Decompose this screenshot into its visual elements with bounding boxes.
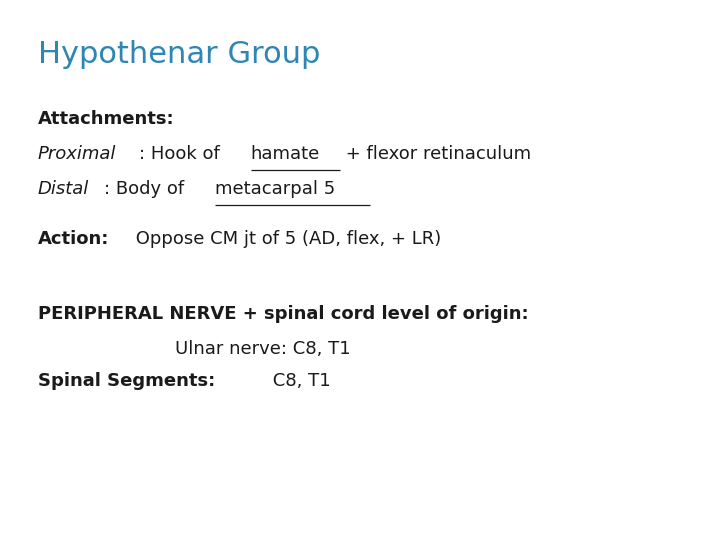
Text: Distal: Distal bbox=[38, 180, 89, 198]
Text: Oppose CM jt of 5 (AD, flex, + LR): Oppose CM jt of 5 (AD, flex, + LR) bbox=[130, 230, 441, 248]
Text: : Body of: : Body of bbox=[104, 180, 190, 198]
Text: + flexor retinaculum: + flexor retinaculum bbox=[340, 145, 531, 163]
Text: Hypothenar Group: Hypothenar Group bbox=[38, 40, 320, 69]
Text: Action:: Action: bbox=[38, 230, 109, 248]
Text: PERIPHERAL NERVE + spinal cord level of origin:: PERIPHERAL NERVE + spinal cord level of … bbox=[38, 305, 528, 323]
Text: Proximal: Proximal bbox=[38, 145, 117, 163]
Text: Spinal Segments:: Spinal Segments: bbox=[38, 372, 215, 390]
Text: Attachments:: Attachments: bbox=[38, 110, 175, 128]
Text: hamate: hamate bbox=[251, 145, 320, 163]
Text: Ulnar nerve: C8, T1: Ulnar nerve: C8, T1 bbox=[175, 340, 351, 358]
Text: C8, T1: C8, T1 bbox=[266, 372, 330, 390]
Text: : Hook of: : Hook of bbox=[139, 145, 225, 163]
Text: metacarpal 5: metacarpal 5 bbox=[215, 180, 336, 198]
